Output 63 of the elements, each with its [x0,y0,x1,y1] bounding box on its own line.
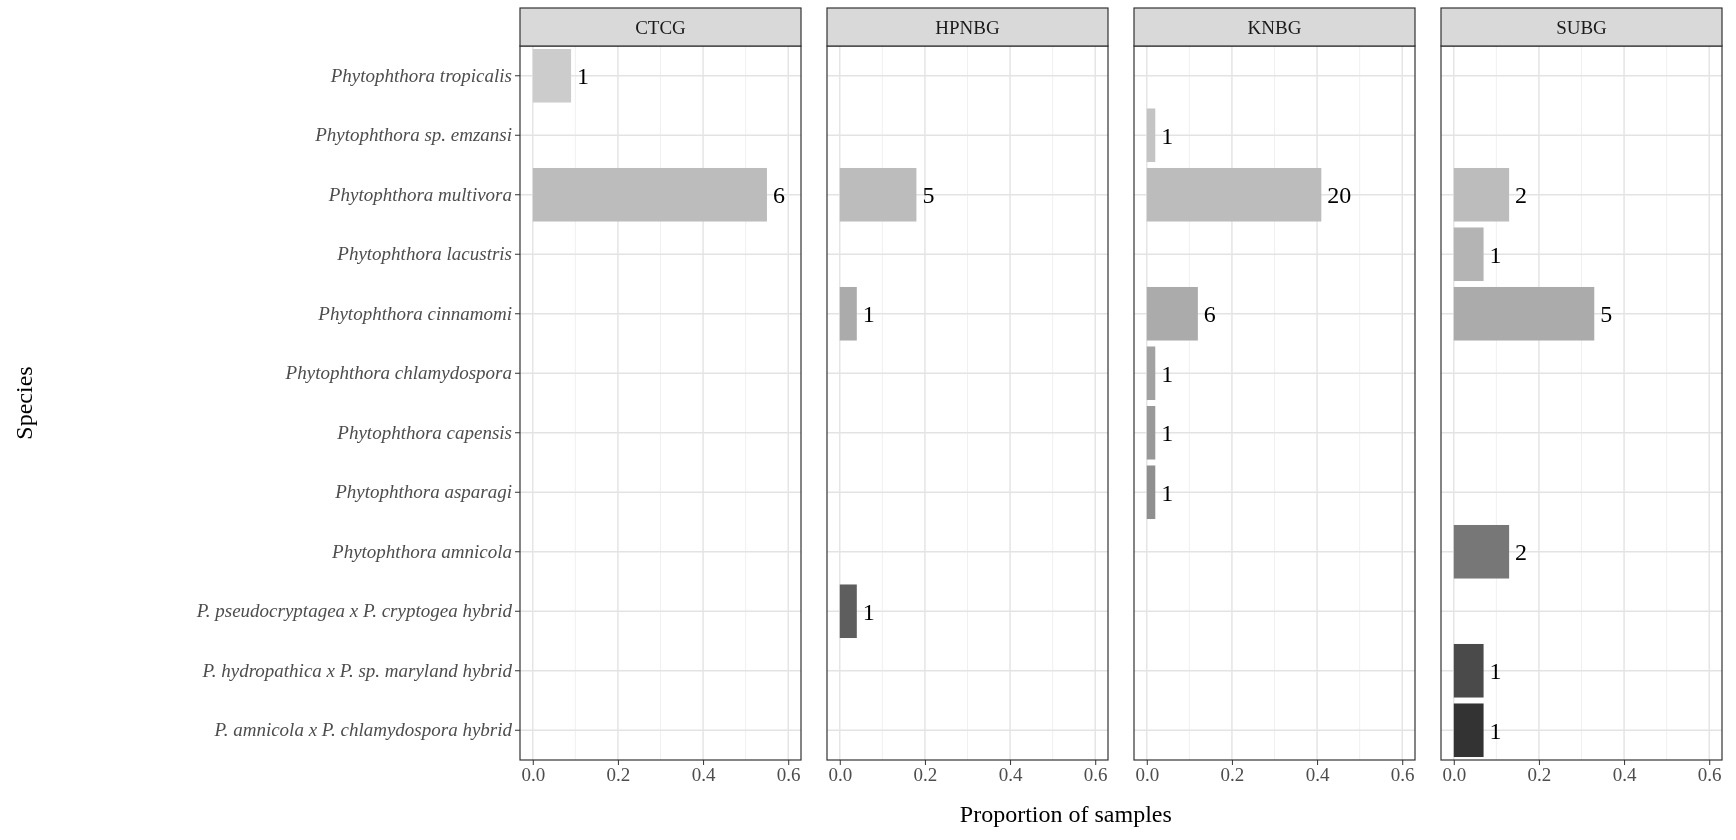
y-tick-label: Phytophthora lacustris [336,243,512,265]
x-tick-label: 0.6 [1083,764,1108,786]
x-tick-label: 0.2 [1220,764,1245,786]
annotation: 1 [1489,241,1502,268]
x-tick-label: 0.0 [828,764,853,786]
chart-title: SUBG [1556,16,1608,38]
annotation: 1 [1489,658,1502,685]
annotation: 6 [1203,301,1216,328]
x-tick-label: 0.6 [1390,764,1415,786]
annotation: 20 [1327,182,1352,209]
annotation: 5 [1600,301,1613,328]
annotation: 1 [577,63,590,90]
bar [1453,167,1510,222]
y-tick-label: Phytophthora cinnamomi [317,302,512,324]
bar [1453,643,1484,698]
annotation: 1 [1489,717,1502,744]
bar [1453,227,1484,282]
annotation: 2 [1515,539,1528,566]
annotation: 1 [862,301,875,328]
y-tick-label: P. hydropathica x P. sp. maryland hybrid [201,659,513,681]
bar [1146,346,1156,401]
y-tick-label: Phytophthora tropicalis [329,64,512,86]
y-tick-label: Phytophthora capensis [336,421,512,443]
bar [1146,167,1322,222]
y-tick-label: Phytophthora sp. emzansi [314,124,512,146]
x-tick-label: 0.0 [1135,764,1160,786]
annotation: 1 [1161,479,1174,506]
y-tick-label: P. pseudocryptagea x P. cryptogea hybrid [195,600,513,622]
x-axis-title: Proportion of samples [959,801,1172,827]
annotation: 1 [1161,122,1174,149]
bar [1453,286,1595,341]
x-tick-label: 0.4 [1612,764,1637,786]
x-tick-label: 0.2 [1527,764,1552,786]
x-tick-label: 0.2 [606,764,631,786]
annotation: 2 [1515,182,1528,209]
x-tick-label: 0.0 [521,764,546,786]
bar [1146,108,1156,163]
x-tick-label: 0.0 [1442,764,1467,786]
chart-title: CTCG [635,16,687,38]
x-tick-label: 0.4 [998,764,1023,786]
bar [1146,405,1156,460]
y-axis-title: Species [11,366,37,440]
x-tick-label: 0.6 [1697,764,1722,786]
chart-title: HPNBG [935,16,1000,38]
y-tick-label: Phytophthora multivora [327,183,512,205]
x-tick-label: 0.2 [913,764,938,786]
y-tick-label: P. amnicola x P. chlamydospora hybrid [213,719,513,741]
bar [1146,465,1156,520]
bar [1146,286,1198,341]
y-tick-label: Phytophthora chlamydospora [284,362,512,384]
annotation: 1 [1161,420,1174,447]
y-tick-label: Phytophthora asparagi [334,481,512,503]
x-tick-label: 0.6 [776,764,801,786]
annotation: 5 [922,182,935,209]
annotation: 1 [1161,360,1174,387]
annotation: 1 [862,598,875,625]
annotation: 6 [772,182,785,209]
bar [1453,524,1510,579]
x-tick-label: 0.4 [691,764,716,786]
bar [1453,703,1484,758]
chart-title: KNBG [1247,16,1302,38]
x-tick-label: 0.4 [1305,764,1330,786]
y-tick-label: Phytophthora amnicola [331,540,512,562]
